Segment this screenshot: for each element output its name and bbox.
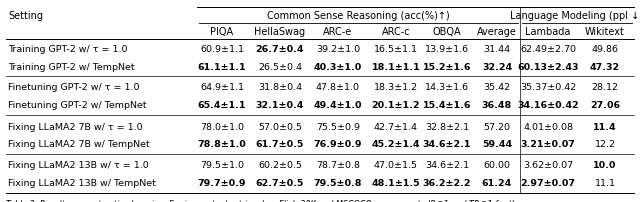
Text: 48.1±1.5: 48.1±1.5 <box>372 179 420 188</box>
Text: 2.97±0.07: 2.97±0.07 <box>520 179 575 188</box>
Text: 61.24: 61.24 <box>482 179 512 188</box>
Text: 12.2: 12.2 <box>595 140 616 149</box>
Text: 3.62±0.07: 3.62±0.07 <box>523 161 573 170</box>
Text: 35.42: 35.42 <box>483 83 511 92</box>
Text: Fixing LLaMA2 13B w/ τ = 1.0: Fixing LLaMA2 13B w/ τ = 1.0 <box>8 161 148 170</box>
Text: 27.06: 27.06 <box>590 101 620 110</box>
Text: 61.7±0.5: 61.7±0.5 <box>256 140 304 149</box>
Text: Common Sense Reasoning (acc(%)↑): Common Sense Reasoning (acc(%)↑) <box>267 11 450 21</box>
Text: 57.20: 57.20 <box>483 122 511 131</box>
Text: 64.9±1.1: 64.9±1.1 <box>200 83 244 92</box>
Text: 15.2±1.6: 15.2±1.6 <box>423 62 471 71</box>
Text: 31.8±0.4: 31.8±0.4 <box>258 83 302 92</box>
Text: 60.13±2.43: 60.13±2.43 <box>517 62 579 71</box>
Text: 76.9±0.9: 76.9±0.9 <box>314 140 362 149</box>
Text: 11.1: 11.1 <box>595 179 616 188</box>
Text: PIQA: PIQA <box>211 27 234 37</box>
Text: 79.5±1.0: 79.5±1.0 <box>200 161 244 170</box>
Text: Training GPT-2 w/ τ = 1.0: Training GPT-2 w/ τ = 1.0 <box>8 44 127 53</box>
Text: 78.8±1.0: 78.8±1.0 <box>198 140 246 149</box>
Text: Training GPT-2 w/ TempNet: Training GPT-2 w/ TempNet <box>8 62 134 71</box>
Text: 34.16±0.42: 34.16±0.42 <box>517 101 579 110</box>
Text: 20.1±1.2: 20.1±1.2 <box>372 101 420 110</box>
Text: 31.44: 31.44 <box>483 44 511 53</box>
Text: 42.7±1.4: 42.7±1.4 <box>374 122 418 131</box>
Text: 57.0±0.5: 57.0±0.5 <box>258 122 302 131</box>
Text: 26.5±0.4: 26.5±0.4 <box>258 62 302 71</box>
Text: 28.12: 28.12 <box>591 83 618 92</box>
Text: 61.1±1.1: 61.1±1.1 <box>198 62 246 71</box>
Text: 39.2±1.0: 39.2±1.0 <box>316 44 360 53</box>
Text: Fixing LLaMA2 7B w/ TempNet: Fixing LLaMA2 7B w/ TempNet <box>8 140 150 149</box>
Text: 47.32: 47.32 <box>590 62 620 71</box>
Text: ARC-c: ARC-c <box>381 27 410 37</box>
Text: 78.7±0.8: 78.7±0.8 <box>316 161 360 170</box>
Text: 75.5±0.9: 75.5±0.9 <box>316 122 360 131</box>
Text: Finetuning GPT-2 w/ τ = 1.0: Finetuning GPT-2 w/ τ = 1.0 <box>8 83 140 92</box>
Text: 18.1±1.1: 18.1±1.1 <box>372 62 420 71</box>
Text: 16.5±1.1: 16.5±1.1 <box>374 44 418 53</box>
Text: Fixing LLaMA2 7B w/ τ = 1.0: Fixing LLaMA2 7B w/ τ = 1.0 <box>8 122 143 131</box>
Text: 18.3±1.2: 18.3±1.2 <box>374 83 418 92</box>
Text: Wikitext: Wikitext <box>585 27 625 37</box>
Text: 34.6±2.1: 34.6±2.1 <box>423 140 471 149</box>
Text: 47.8±1.0: 47.8±1.0 <box>316 83 360 92</box>
Text: 62.49±2.70: 62.49±2.70 <box>520 44 576 53</box>
Text: 49.4±1.0: 49.4±1.0 <box>314 101 362 110</box>
Text: OBQA: OBQA <box>433 27 461 37</box>
Text: Lambada: Lambada <box>525 27 571 37</box>
Text: 34.6±2.1: 34.6±2.1 <box>425 161 469 170</box>
Text: 62.7±0.5: 62.7±0.5 <box>256 179 304 188</box>
Text: 10.0: 10.0 <box>593 161 617 170</box>
Text: 32.1±0.4: 32.1±0.4 <box>256 101 304 110</box>
Text: 11.4: 11.4 <box>593 122 617 131</box>
Text: 60.00: 60.00 <box>483 161 511 170</box>
Text: Fixing LLaMA2 13B w/ TempNet: Fixing LLaMA2 13B w/ TempNet <box>8 179 156 188</box>
Text: 59.44: 59.44 <box>482 140 512 149</box>
Text: 26.7±0.4: 26.7±0.4 <box>256 44 304 53</box>
Text: 14.3±1.6: 14.3±1.6 <box>425 83 469 92</box>
Text: 60.2±0.5: 60.2±0.5 <box>258 161 302 170</box>
Text: 35.37±0.42: 35.37±0.42 <box>520 83 576 92</box>
Text: 47.0±1.5: 47.0±1.5 <box>374 161 418 170</box>
Text: 15.4±1.6: 15.4±1.6 <box>423 101 471 110</box>
Text: 32.8±2.1: 32.8±2.1 <box>425 122 469 131</box>
Text: Setting: Setting <box>8 11 43 21</box>
Text: 65.4±1.1: 65.4±1.1 <box>198 101 246 110</box>
Text: 36.48: 36.48 <box>482 101 512 110</box>
Text: Language Modeling (ppl ↓): Language Modeling (ppl ↓) <box>511 11 640 21</box>
Text: 40.3±1.0: 40.3±1.0 <box>314 62 362 71</box>
Text: ARC-e: ARC-e <box>323 27 353 37</box>
Text: Finetuning GPT-2 w/ TempNet: Finetuning GPT-2 w/ TempNet <box>8 101 147 110</box>
Text: 45.2±1.4: 45.2±1.4 <box>372 140 420 149</box>
Text: HellaSwag: HellaSwag <box>255 27 305 37</box>
Text: 60.9±1.1: 60.9±1.1 <box>200 44 244 53</box>
Text: 36.2±2.2: 36.2±2.2 <box>423 179 471 188</box>
Text: 3.21±0.07: 3.21±0.07 <box>520 140 575 149</box>
Text: Average: Average <box>477 27 517 37</box>
Text: 79.7±0.9: 79.7±0.9 <box>198 179 246 188</box>
Text: 4.01±0.08: 4.01±0.08 <box>523 122 573 131</box>
Text: 13.9±1.6: 13.9±1.6 <box>425 44 469 53</box>
Text: 79.5±0.8: 79.5±0.8 <box>314 179 362 188</box>
Text: 32.24: 32.24 <box>482 62 512 71</box>
Text: 78.0±1.0: 78.0±1.0 <box>200 122 244 131</box>
Text: Table 3. Results on contrastive learning. For image-text retrieval on Flickr30K : Table 3. Results on contrastive learning… <box>6 199 522 202</box>
Text: 49.86: 49.86 <box>591 44 618 53</box>
